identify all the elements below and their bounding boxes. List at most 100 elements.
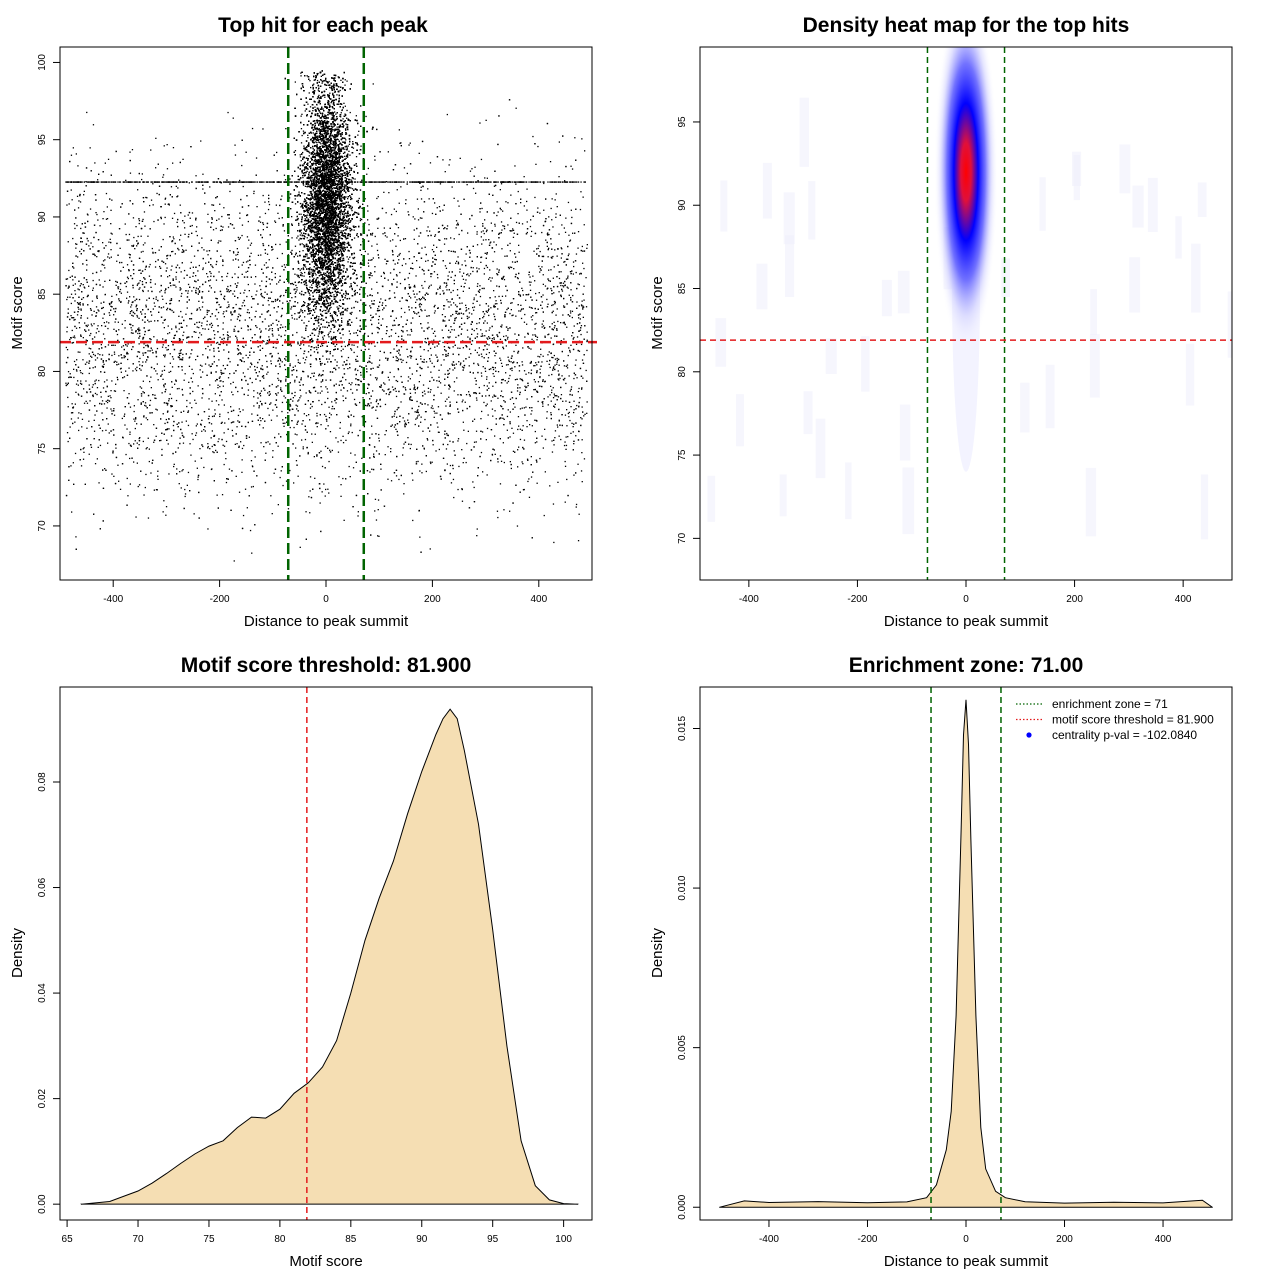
scatter-point: [321, 257, 323, 259]
scatter-point: [372, 83, 374, 85]
scatter-point: [351, 209, 353, 212]
scatter-point: [342, 218, 344, 220]
scatter-point: [333, 331, 335, 333]
scatter-point: [336, 158, 338, 160]
scatter-point: [303, 220, 306, 222]
scatter-point: [352, 141, 354, 143]
scatter-point: [305, 148, 307, 150]
scatter-point: [329, 185, 331, 187]
scatter-point: [341, 126, 343, 128]
scatter-point: [331, 247, 333, 250]
scatter-point: [333, 208, 336, 210]
scatter-point: [311, 171, 313, 173]
scatter-point: [315, 274, 317, 276]
scatter-point: [335, 145, 337, 147]
scatter-point: [306, 214, 308, 216]
scatter-point: [330, 161, 332, 163]
scatter-point: [325, 88, 327, 90]
scatter-point: [315, 258, 317, 261]
scatter-point: [300, 268, 303, 270]
scatter-point: [313, 249, 315, 251]
scatter-point: [349, 256, 351, 258]
scatter-point: [333, 125, 335, 127]
scatter-point: [334, 367, 336, 369]
scatter-point: [299, 154, 301, 156]
scatter-point: [310, 205, 312, 208]
scatter-point: [312, 154, 315, 156]
scatter-point: [339, 89, 341, 92]
scatter-point: [345, 172, 347, 175]
scatter-point: [342, 118, 344, 120]
scatter-point: [343, 244, 346, 246]
scatter-point: [322, 217, 325, 219]
scatter-point: [329, 136, 331, 138]
scatter-point: [324, 79, 327, 81]
scatter-point: [304, 266, 307, 268]
scatter-point: [333, 187, 335, 189]
scatter-point: [302, 85, 304, 87]
scatter-point: [314, 106, 316, 108]
scatter-point: [323, 259, 325, 261]
scatter-point: [336, 232, 339, 234]
scatter-point: [300, 72, 302, 74]
scatter-point: [330, 182, 332, 185]
scatter-point: [347, 210, 349, 212]
scatter-point: [341, 224, 343, 226]
scatter-point: [316, 250, 318, 252]
scatter-point: [330, 306, 332, 308]
scatter-point: [307, 203, 309, 206]
scatter-point: [320, 170, 322, 172]
scatter-point: [319, 168, 322, 170]
scatter-point: [320, 210, 322, 212]
scatter-point: [322, 230, 324, 232]
scatter-point: [332, 250, 334, 252]
scatter-point: [344, 113, 346, 115]
scatter-point: [311, 261, 313, 263]
scatter-point: [325, 266, 327, 269]
scatter-point: [346, 80, 348, 82]
scatter-point: [325, 207, 327, 209]
scatter-point: [339, 115, 341, 117]
scatter-point: [351, 183, 353, 185]
scatter-point: [319, 121, 321, 123]
scatter-point: [311, 159, 313, 161]
scatter-point: [345, 157, 347, 159]
scatter-point: [344, 137, 346, 140]
scatter-point: [330, 292, 332, 295]
scatter-point: [358, 130, 360, 132]
scatter-point: [331, 191, 333, 193]
scatter-point: [327, 147, 329, 149]
scatter-point: [352, 257, 354, 259]
scatter-point: [344, 198, 346, 200]
scatter-point: [317, 222, 319, 225]
scatter-point: [332, 221, 334, 223]
scatter-point: [318, 130, 320, 132]
scatter-point: [329, 214, 331, 216]
scatter-point: [325, 209, 328, 211]
scatter-point: [316, 249, 318, 251]
scatter-point: [338, 234, 340, 236]
scatter-point: [309, 246, 312, 248]
scatter-point: [314, 219, 317, 221]
scatter-point: [328, 135, 330, 137]
scatter-point: [323, 302, 326, 304]
scatter-point: [313, 254, 315, 256]
scatter-point: [316, 97, 319, 100]
scatter-point: [340, 337, 342, 339]
scatter-point: [308, 183, 310, 185]
scatter-point: [324, 96, 326, 98]
scatter-point: [304, 199, 306, 201]
scatter-point: [311, 155, 314, 158]
scatter-point: [349, 221, 351, 223]
scatter-point: [345, 139, 347, 141]
scatter-point: [339, 207, 341, 209]
scatter-point: [344, 114, 347, 117]
scatter-point: [294, 254, 297, 256]
scatter-point: [307, 103, 309, 105]
scatter-point: [359, 218, 362, 220]
scatter-point: [310, 153, 312, 155]
scatter-point: [306, 257, 309, 259]
scatter-point: [309, 201, 311, 204]
scatter-point: [318, 197, 320, 199]
